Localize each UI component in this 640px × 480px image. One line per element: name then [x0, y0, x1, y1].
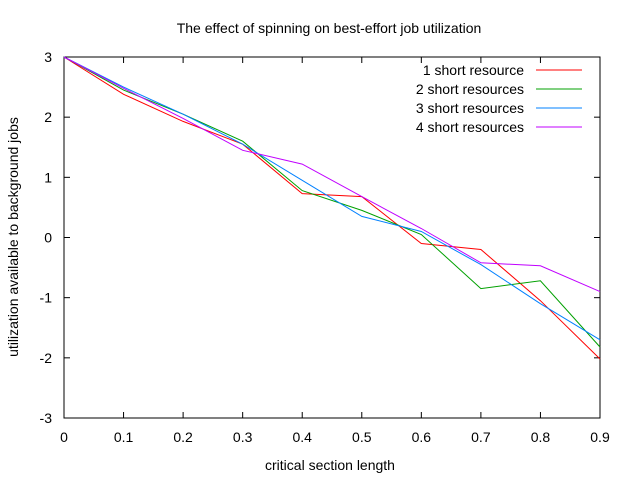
y-tick-label: -1 [40, 290, 53, 306]
y-tick-label: -2 [40, 350, 53, 366]
legend-label-4: 4 short resources [416, 119, 524, 135]
legend: 1 short resource 2 short resources 3 short… [416, 62, 582, 135]
x-tick-label: 0.7 [471, 429, 491, 445]
x-tick-label: 0.9 [590, 429, 610, 445]
x-tick-label: 0.6 [412, 429, 432, 445]
series-line-3 [63, 56, 601, 341]
x-tick-label: 0.8 [531, 429, 551, 445]
x-tick-label: 0.4 [292, 429, 312, 445]
x-tick-label: 0 [60, 429, 68, 445]
x-tick-labels: 0 0.1 0.2 0.3 0.4 0.5 0.6 0.7 0.8 0.9 [60, 429, 610, 445]
series-line-4 [63, 56, 601, 293]
legend-label-1: 1 short resource [423, 62, 524, 78]
y-tick-labels: -3 -2 -1 0 1 2 3 [40, 49, 53, 426]
y-tick-label: 1 [44, 169, 52, 185]
y-tick-label: 2 [44, 109, 52, 125]
series-lines [63, 56, 601, 360]
y-tick-label: 0 [44, 230, 52, 246]
y-tick-label: 3 [44, 49, 52, 65]
x-tick-label: 0.3 [233, 429, 253, 445]
x-axis-label: critical section length [265, 457, 395, 473]
x-tick-label: 0.2 [173, 429, 193, 445]
x-tick-label: 0.1 [114, 429, 134, 445]
legend-label-2: 2 short resources [416, 81, 524, 97]
x-tick-label: 0.5 [352, 429, 372, 445]
y-axis-label: utilization available to background jobs [5, 117, 21, 357]
series-line-1 [63, 56, 601, 360]
legend-label-3: 3 short resources [416, 100, 524, 116]
chart-title: The effect of spinning on best-effort jo… [177, 20, 482, 36]
y-tick-label: -3 [40, 410, 53, 426]
